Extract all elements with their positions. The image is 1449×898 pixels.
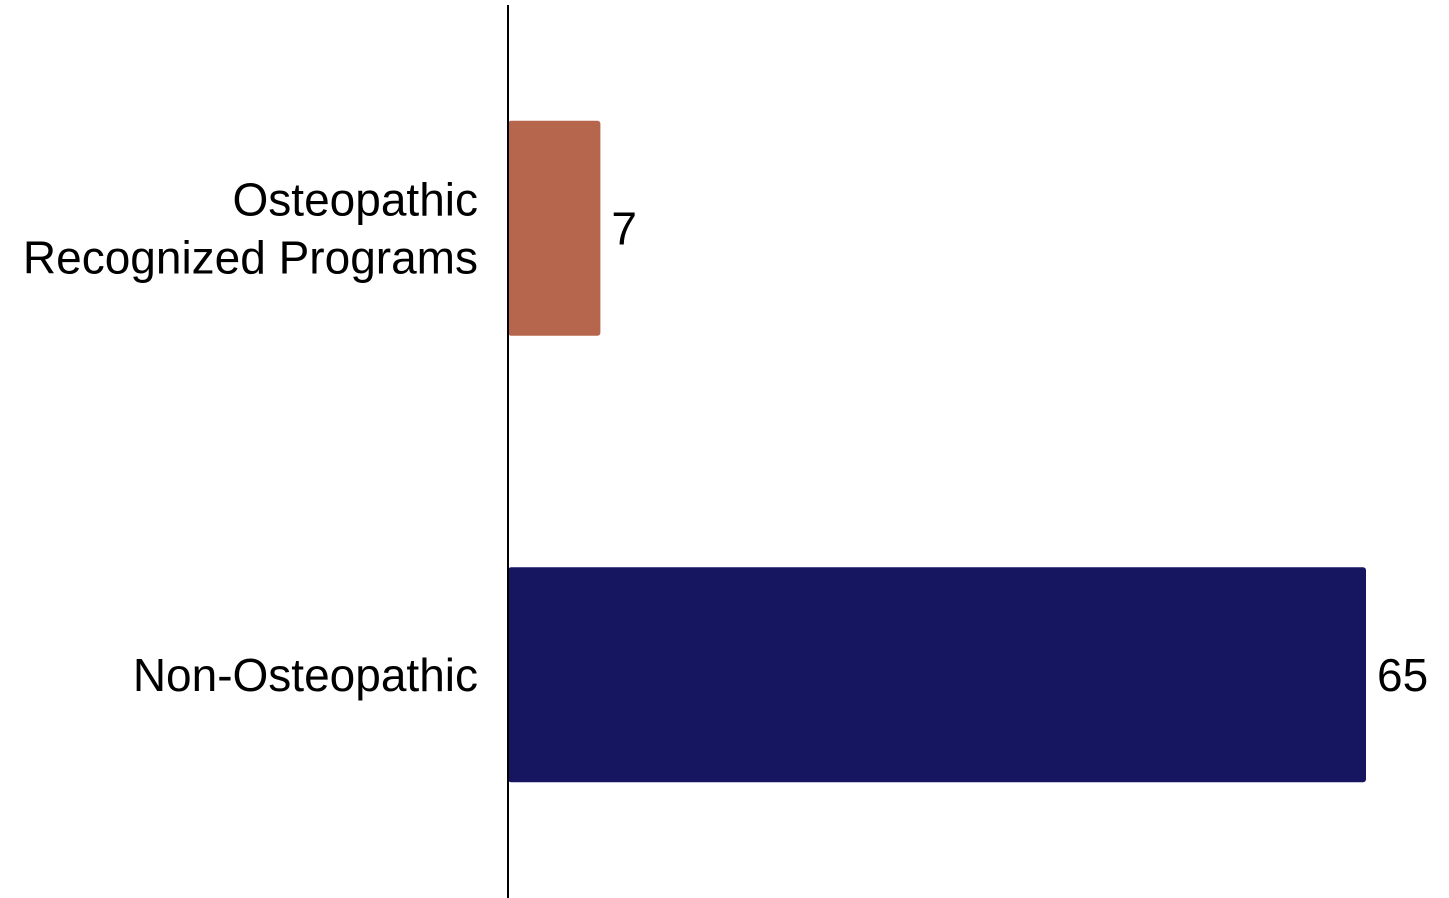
category-label-0-line-1: Recognized Programs [23, 231, 478, 283]
bar-0 [508, 120, 601, 336]
labels-layer: 7 Osteopathic Recognized Programs 65 Non-Ost… [23, 173, 1428, 701]
data-label-1: 65 [1377, 649, 1428, 701]
bar-1 [508, 567, 1366, 783]
bars-layer [508, 120, 1366, 783]
category-label-0: Osteopathic Recognized Programs [23, 173, 478, 283]
data-label-0: 7 [611, 202, 637, 254]
category-label-1: Non-Osteopathic [133, 649, 478, 701]
category-label-1-line-0: Non-Osteopathic [133, 649, 478, 701]
category-label-0-line-0: Osteopathic [233, 173, 478, 225]
